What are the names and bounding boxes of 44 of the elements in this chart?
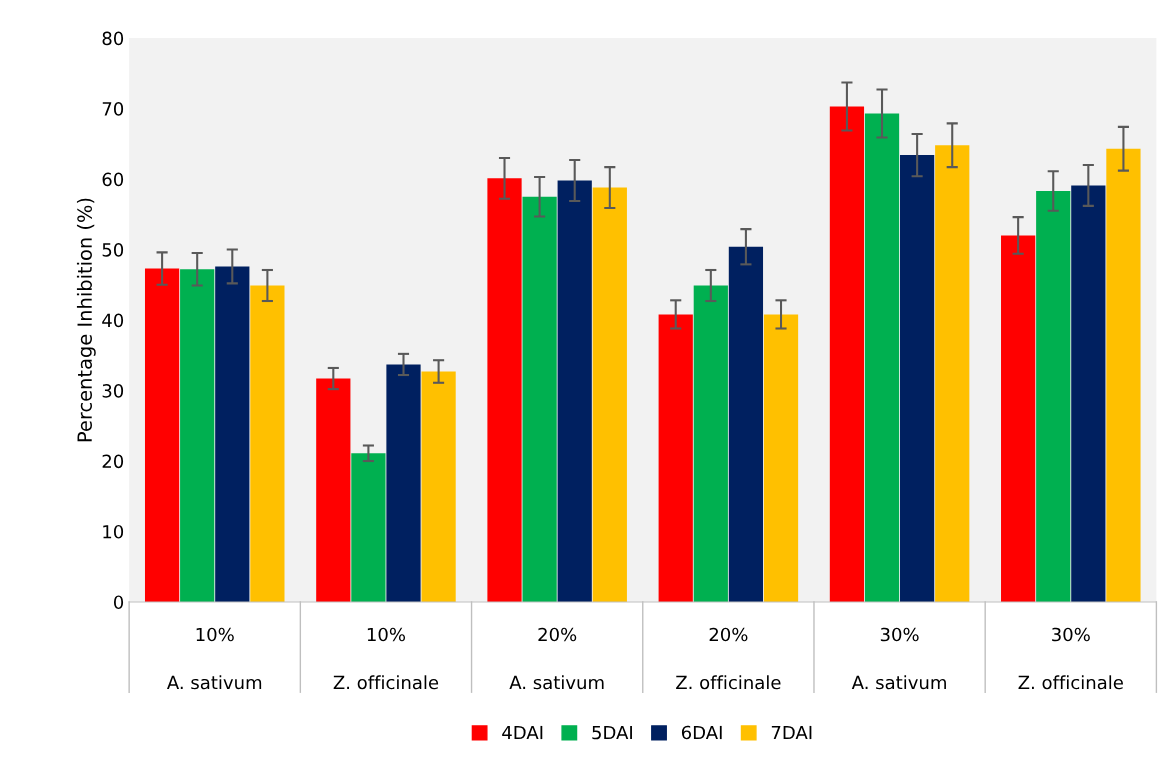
y-tick-label: 0	[113, 595, 124, 610]
bar	[250, 285, 285, 602]
legend-label: 7DAI	[771, 725, 812, 740]
bar	[215, 266, 250, 602]
y-tick-label: 60	[102, 172, 124, 187]
bar	[316, 378, 351, 602]
bar	[592, 187, 627, 602]
bar	[1001, 235, 1036, 602]
y-tick-label: 30	[102, 383, 124, 398]
bar	[1106, 148, 1141, 602]
bar	[487, 178, 522, 602]
bar	[144, 268, 180, 602]
bar	[763, 314, 799, 602]
legend-label: 4DAI	[502, 725, 543, 740]
y-tick-label: 40	[102, 313, 124, 328]
bar	[693, 285, 728, 602]
category-label: 20% A. sativum	[509, 627, 604, 690]
bar	[728, 246, 764, 602]
y-axis-title: Percentage Inhibition (%)	[76, 198, 96, 442]
y-tick-label: 70	[102, 102, 124, 116]
bar	[522, 196, 557, 602]
bar	[935, 145, 970, 602]
bar	[900, 155, 935, 602]
bar	[1036, 191, 1071, 602]
y-tick-label: 10	[103, 524, 124, 539]
category-label: 30% Z. officinale	[1018, 627, 1123, 690]
bar	[829, 106, 865, 602]
bar	[351, 453, 386, 602]
category-label: 20% Z. officinale	[676, 627, 781, 690]
bar	[864, 113, 900, 602]
bar	[1071, 185, 1106, 602]
bar	[421, 371, 456, 602]
bar	[557, 180, 592, 602]
category-label: 10% Z. officinale	[333, 627, 439, 690]
category-label: 30% A. sativum	[851, 627, 946, 690]
bar	[386, 364, 421, 602]
y-tick-label: 80	[102, 31, 124, 46]
y-tick-label: 50	[102, 243, 124, 257]
category-label: 10% A. sativum	[166, 627, 262, 690]
legend-label: 5DAI	[592, 725, 632, 740]
y-tick-label: 20	[102, 454, 124, 469]
bar	[180, 269, 215, 602]
bar	[658, 314, 693, 602]
legend-label: 6DAI	[681, 725, 722, 740]
